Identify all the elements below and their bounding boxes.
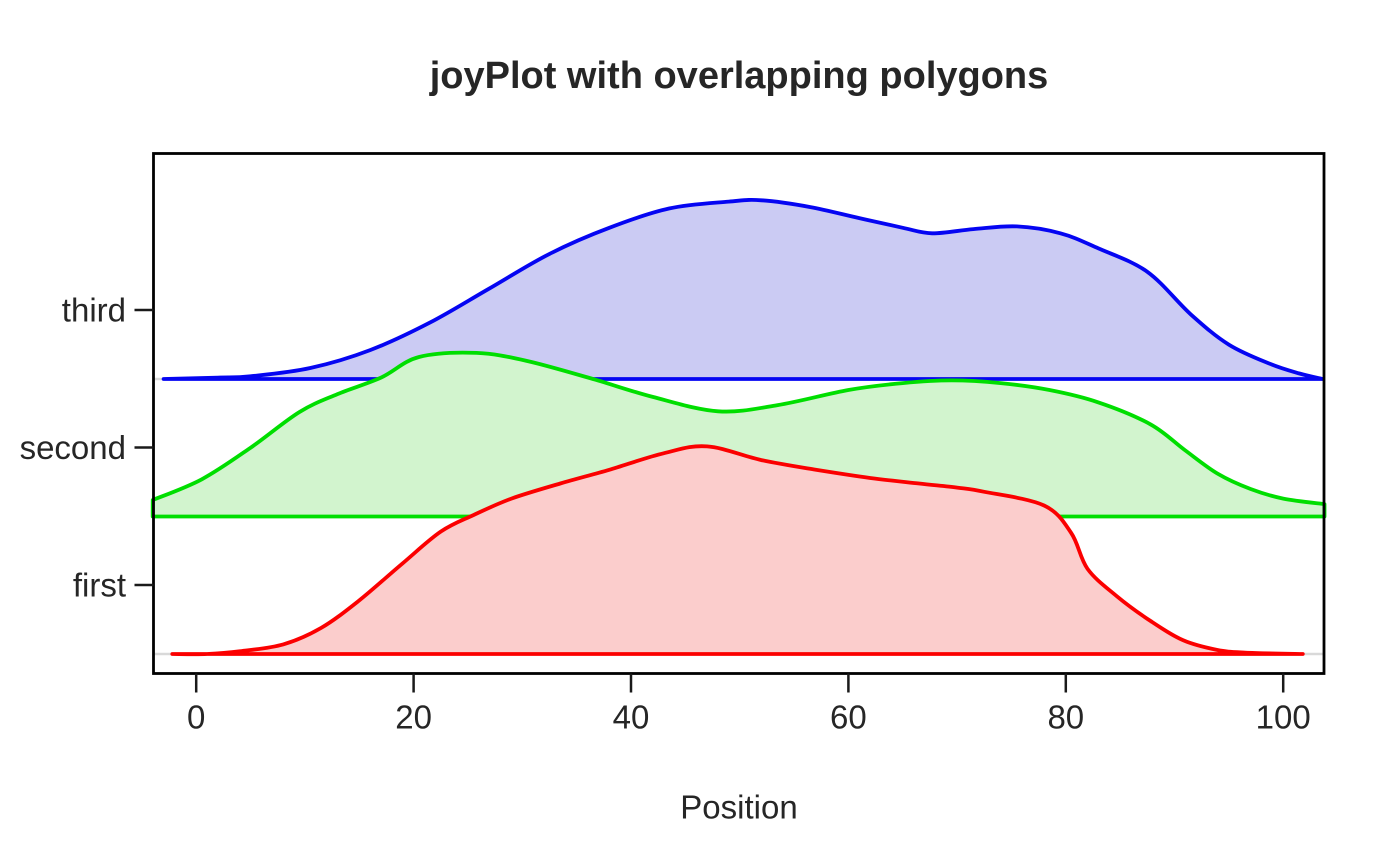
plot-border [152, 152, 1326, 675]
x-axis: 0 20 40 60 80 100 [187, 673, 1311, 736]
x-tick-label-100: 100 [1256, 699, 1311, 736]
ridge-third [161, 197, 1325, 381]
y-axis: first second third [20, 292, 154, 604]
y-tick-label-third: third [62, 292, 126, 329]
y-tick-label-first: first [73, 567, 126, 604]
x-tick-label-40: 40 [613, 699, 650, 736]
x-tick-label-80: 80 [1047, 699, 1084, 736]
y-tick-label-second: second [20, 429, 126, 466]
ridge-polygons [150, 197, 1327, 657]
x-tick-label-0: 0 [187, 699, 205, 736]
x-tick-label-20: 20 [395, 699, 432, 736]
ridge-second [150, 350, 1327, 519]
ridge-first [170, 444, 1305, 657]
x-axis-label: Position [680, 789, 797, 826]
chart-title: joyPlot with overlapping polygons [429, 55, 1049, 97]
x-tick-label-60: 60 [830, 699, 867, 736]
